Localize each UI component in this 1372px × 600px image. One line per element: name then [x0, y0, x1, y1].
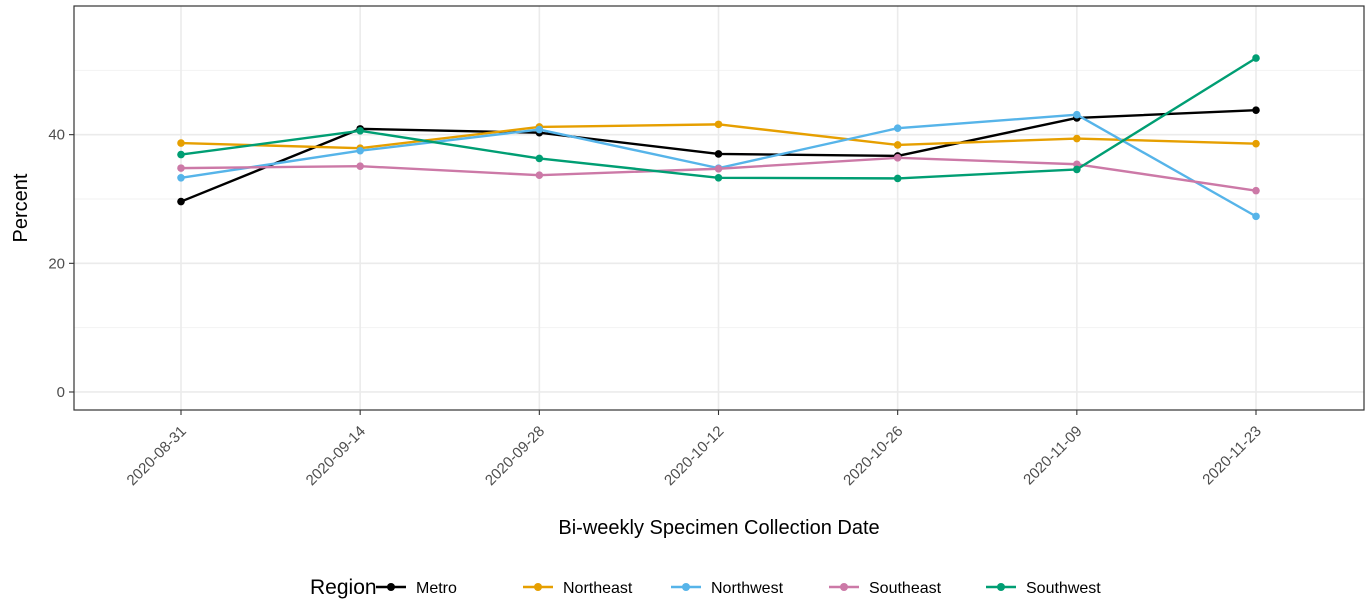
- legend: Region Metro Northeast Northwest Southeast S…: [310, 576, 1101, 599]
- legend-title: Region: [310, 576, 377, 599]
- legend-key-point: [840, 583, 848, 591]
- data-point: [714, 173, 723, 182]
- legend-item-northeast: Northeast: [523, 580, 633, 597]
- legend-label: Northwest: [711, 580, 784, 597]
- data-point: [1073, 134, 1081, 143]
- data-point: [1252, 106, 1260, 115]
- data-point: [177, 197, 185, 206]
- data-point: [1073, 165, 1081, 174]
- legend-key-point: [682, 583, 690, 591]
- data-point: [714, 120, 723, 129]
- data-point: [1252, 212, 1260, 221]
- data-point: [177, 139, 185, 147]
- data-point: [356, 162, 364, 170]
- data-point: [893, 174, 902, 183]
- y-tick-label: 0: [57, 384, 65, 401]
- data-point: [714, 150, 723, 158]
- legend-item-northwest: Northwest: [671, 580, 784, 597]
- series-southeast: [177, 154, 1260, 195]
- data-point: [1073, 110, 1081, 119]
- data-point: [535, 125, 544, 134]
- legend-label: Southeast: [869, 580, 942, 597]
- data-point: [177, 173, 185, 182]
- y-axis: 0 20 40: [48, 127, 74, 401]
- legend-item-metro: Metro: [376, 580, 457, 597]
- data-point: [356, 127, 364, 135]
- legend-key-point: [997, 583, 1005, 591]
- data-point: [1252, 139, 1260, 148]
- data-point: [893, 154, 902, 162]
- x-axis-title: Bi-weekly Specimen Collection Date: [558, 517, 879, 539]
- data-point: [893, 124, 902, 133]
- data-point: [356, 146, 364, 155]
- y-tick-label: 20: [48, 255, 65, 272]
- legend-key-point: [534, 583, 542, 591]
- legend-label: Metro: [416, 580, 457, 597]
- grid-lines: [74, 6, 1364, 410]
- legend-item-southwest: Southwest: [986, 580, 1101, 597]
- data-point: [1252, 54, 1260, 62]
- series-southwest: [177, 54, 1260, 183]
- y-tick-label: 40: [48, 127, 65, 144]
- data-point: [893, 141, 902, 149]
- y-axis-title: Percent: [10, 173, 32, 242]
- legend-label: Southwest: [1026, 580, 1101, 597]
- legend-label: Northeast: [563, 580, 633, 597]
- legend-item-southeast: Southeast: [829, 580, 942, 597]
- data-point: [714, 164, 723, 173]
- data-point: [535, 154, 544, 163]
- data-point: [535, 171, 544, 179]
- data-point: [177, 150, 185, 159]
- series-layer: [177, 54, 1260, 221]
- legend-key-point: [387, 583, 395, 591]
- data-point: [177, 164, 185, 172]
- data-point: [1252, 186, 1260, 195]
